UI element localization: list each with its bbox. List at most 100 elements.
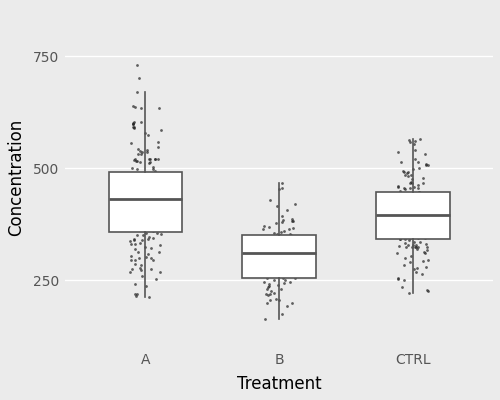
Point — [150, 176, 158, 183]
Point — [415, 216, 423, 222]
PathPatch shape — [108, 172, 182, 232]
Point — [260, 238, 268, 244]
Point — [138, 216, 146, 222]
Point — [272, 266, 280, 272]
Point — [152, 275, 160, 282]
Point — [128, 179, 136, 185]
Point — [133, 207, 141, 214]
Point — [285, 273, 293, 279]
Point — [404, 236, 412, 243]
Point — [270, 263, 278, 269]
Point — [264, 246, 272, 252]
Point — [421, 151, 429, 158]
Point — [278, 212, 285, 219]
Point — [280, 228, 288, 234]
Point — [287, 251, 295, 257]
Point — [134, 151, 142, 158]
Point — [259, 226, 267, 232]
Point — [420, 234, 428, 241]
Point — [407, 179, 415, 186]
Point — [136, 240, 144, 246]
Point — [414, 182, 422, 188]
Point — [282, 303, 290, 309]
Point — [401, 186, 409, 192]
Point — [266, 197, 274, 203]
Point — [142, 254, 150, 260]
Point — [127, 197, 135, 203]
Point — [396, 202, 404, 209]
Point — [126, 269, 134, 276]
Point — [394, 211, 402, 217]
Point — [144, 178, 152, 185]
Point — [278, 266, 286, 272]
Point — [152, 167, 160, 174]
Point — [156, 212, 164, 218]
Point — [154, 219, 162, 226]
Point — [144, 192, 152, 198]
Point — [264, 281, 272, 288]
Point — [263, 275, 271, 282]
Point — [410, 138, 418, 144]
Point — [130, 236, 138, 243]
Point — [131, 219, 139, 226]
Point — [423, 246, 431, 253]
Point — [402, 254, 409, 261]
Point — [422, 264, 430, 270]
Point — [144, 251, 152, 257]
Point — [407, 172, 415, 178]
Point — [284, 237, 292, 244]
Point — [277, 228, 285, 235]
Point — [262, 254, 270, 261]
Point — [132, 193, 140, 199]
Point — [130, 121, 138, 128]
Point — [136, 212, 143, 218]
Point — [275, 297, 283, 304]
Point — [152, 170, 160, 177]
Point — [270, 230, 278, 236]
Point — [129, 212, 137, 219]
Point — [146, 233, 154, 240]
Point — [404, 241, 412, 248]
Point — [132, 180, 140, 186]
Point — [400, 219, 408, 226]
Point — [130, 120, 138, 127]
Point — [400, 185, 408, 192]
Point — [266, 291, 274, 298]
Point — [154, 222, 162, 229]
Point — [270, 246, 278, 253]
Point — [414, 159, 422, 166]
Point — [415, 165, 423, 172]
Point — [126, 238, 134, 244]
Point — [136, 170, 144, 176]
Point — [422, 160, 430, 167]
Point — [138, 150, 145, 157]
Point — [137, 188, 145, 194]
Point — [416, 136, 424, 142]
Point — [150, 211, 158, 218]
Point — [288, 218, 296, 224]
Point — [276, 232, 284, 238]
Point — [410, 184, 418, 190]
Point — [131, 186, 139, 192]
Point — [410, 196, 418, 202]
Point — [406, 212, 414, 218]
Point — [261, 316, 269, 322]
Point — [132, 158, 140, 164]
Point — [130, 236, 138, 242]
Point — [147, 245, 155, 252]
Point — [400, 168, 408, 175]
Point — [398, 215, 406, 221]
Point — [151, 178, 159, 184]
Point — [276, 273, 283, 279]
Point — [278, 185, 286, 192]
Point — [260, 238, 268, 245]
Point — [422, 250, 430, 256]
Point — [140, 173, 148, 179]
Point — [422, 206, 430, 212]
Point — [396, 224, 404, 231]
Y-axis label: Concentration: Concentration — [7, 118, 25, 236]
Point — [157, 127, 165, 134]
Point — [267, 288, 275, 294]
Point — [283, 207, 291, 214]
Point — [142, 244, 150, 251]
